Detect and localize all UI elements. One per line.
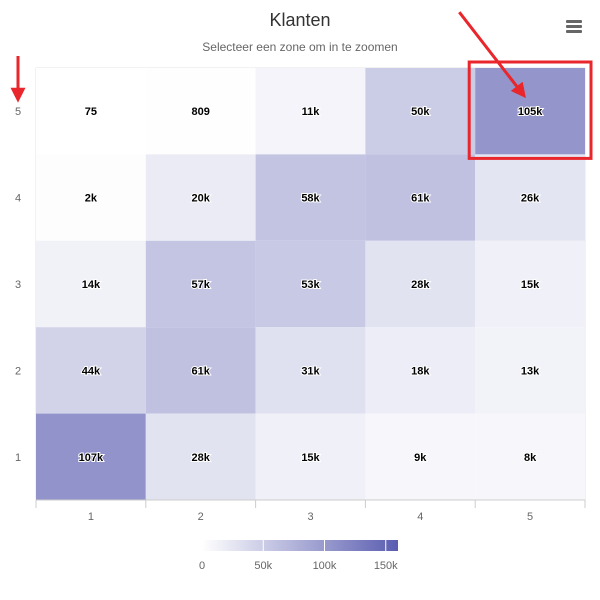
heatmap-cell[interactable] (365, 154, 476, 241)
y-axis-tick-label: 3 (15, 279, 21, 291)
color-axis-tick-label: 150k (374, 560, 398, 572)
arrow-annotation (458, 11, 526, 99)
highlight-box (467, 60, 593, 160)
color-axis-tick-label: 100k (313, 560, 337, 572)
menu-line (566, 25, 582, 28)
cell-value-label: 50k (411, 106, 430, 118)
heatmap-cell[interactable] (145, 68, 256, 155)
cell-value-label: 58k (301, 193, 320, 205)
y-axis-tick-label: 1 (15, 452, 21, 464)
heatmap-cell[interactable] (365, 413, 476, 500)
heatmap-cell[interactable] (36, 327, 146, 414)
cell-value-label: 20k (192, 193, 211, 205)
chart-subtitle: Selecteer een zone om in te zoomen (202, 40, 398, 54)
x-axis-tick-label: 1 (88, 511, 94, 523)
heatmap-cell[interactable] (475, 68, 585, 155)
y-axis-tick-label: 2 (15, 365, 21, 377)
heatmap-cell[interactable] (36, 413, 146, 500)
cell-value-label: 2k (85, 193, 98, 205)
x-axis-tick-label: 5 (527, 511, 533, 523)
color-axis-bar[interactable] (202, 540, 398, 551)
cell-value-label: 53k (301, 279, 320, 291)
heatmap-cell[interactable] (475, 413, 585, 500)
cell-value-label: 107k (79, 452, 104, 464)
cell-value-label: 61k (192, 365, 211, 377)
cell-value-label: 26k (521, 193, 540, 205)
menu-line (566, 30, 582, 33)
cell-value-label: 809 (192, 106, 210, 118)
heatmap-cell[interactable] (145, 327, 256, 414)
chart-title: Klanten (269, 10, 331, 30)
x-axis-tick-label: 2 (198, 511, 204, 523)
heatmap-cell[interactable] (36, 68, 146, 155)
cell-value-label: 9k (414, 452, 427, 464)
menu-line (566, 20, 582, 23)
color-axis-tick-label: 0 (199, 560, 205, 572)
heatmap-cell[interactable] (255, 240, 366, 328)
heatmap-cell[interactable] (145, 240, 256, 328)
x-axis-tick-label: 4 (417, 511, 423, 523)
cell-value-label: 75 (85, 106, 97, 118)
y-axis-tick-label: 5 (15, 106, 21, 118)
heatmap-cell[interactable] (145, 413, 256, 500)
hamburger-menu-icon[interactable] (562, 18, 586, 40)
cell-value-label: 15k (301, 452, 320, 464)
heatmap-cell[interactable] (475, 154, 585, 241)
cell-value-label: 8k (524, 452, 537, 464)
cell-value-label: 44k (82, 365, 101, 377)
heatmap-cell[interactable] (255, 413, 366, 500)
cell-value-label: 105k (518, 106, 543, 118)
heatmap-cell[interactable] (475, 327, 585, 414)
heatmap-cell[interactable] (255, 68, 366, 155)
heatmap-cell[interactable] (475, 240, 585, 328)
heatmap-cell[interactable] (145, 154, 256, 241)
heatmap-cell[interactable] (255, 154, 366, 241)
cell-value-label: 11k (302, 106, 321, 118)
heatmap-cell[interactable] (36, 154, 146, 241)
cell-value-label: 13k (521, 365, 540, 377)
cell-value-label: 15k (521, 279, 540, 291)
cell-value-label: 31k (301, 365, 320, 377)
cell-value-label: 61k (411, 193, 430, 205)
heatmap-cell[interactable] (365, 68, 476, 155)
cell-value-label: 57k (192, 279, 211, 291)
cell-value-label: 18k (411, 365, 430, 377)
cell-value-label: 28k (411, 279, 430, 291)
heatmap-cell[interactable] (365, 327, 476, 414)
heatmap-cell[interactable] (36, 240, 146, 328)
y-axis-tick-label: 4 (15, 193, 21, 205)
heatmap-cell[interactable] (365, 240, 476, 328)
cell-value-label: 28k (192, 452, 211, 464)
color-axis-tick-label: 50k (254, 560, 272, 572)
x-axis-tick-label: 3 (307, 511, 313, 523)
heatmap-cell[interactable] (255, 327, 366, 414)
cell-value-label: 14k (82, 279, 101, 291)
